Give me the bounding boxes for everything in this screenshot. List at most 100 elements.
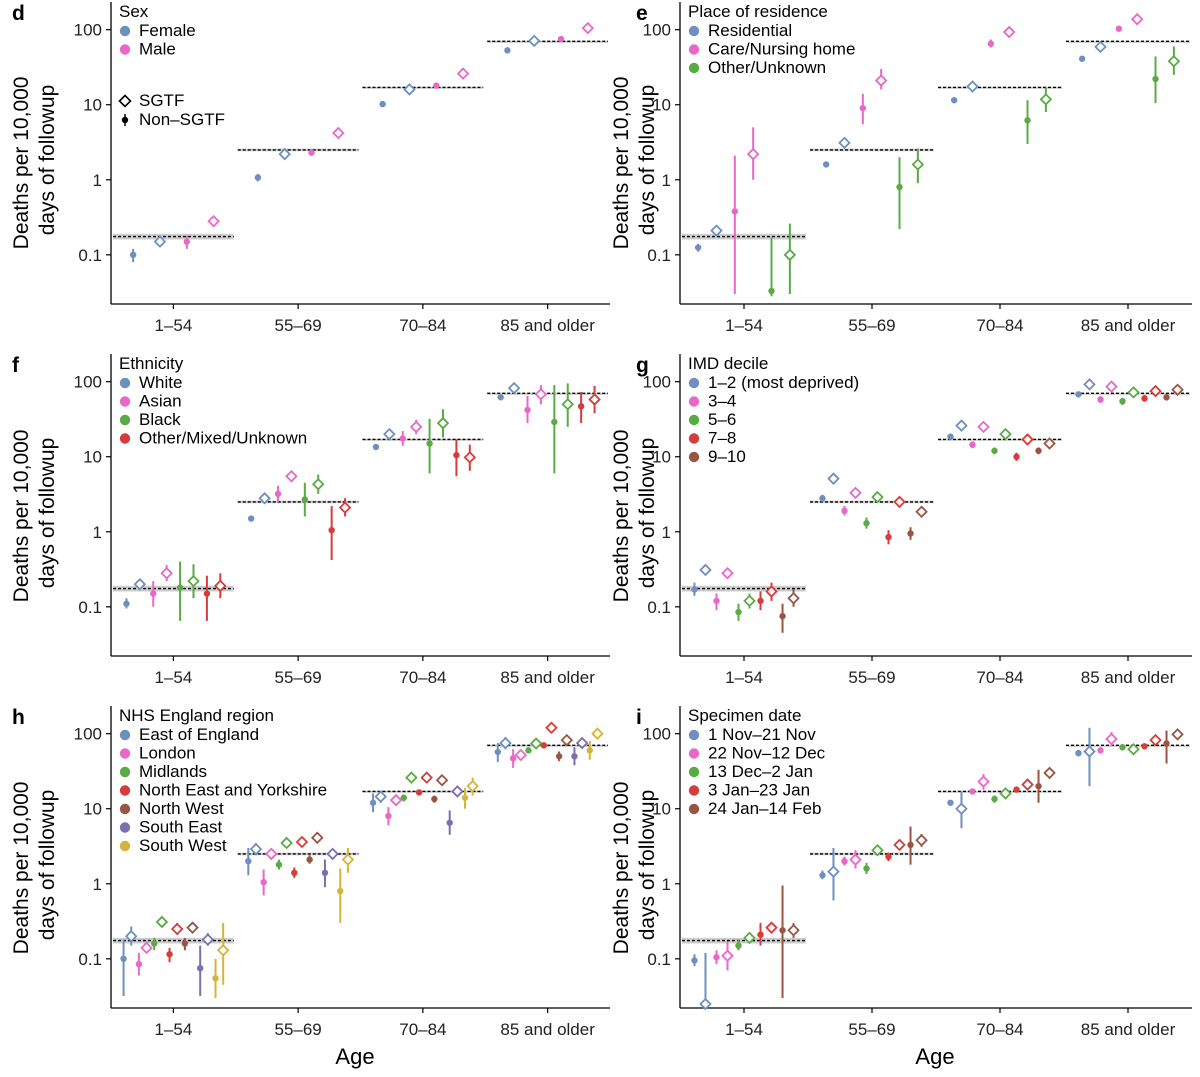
data-point-sgtf bbox=[534, 387, 548, 401]
data-point-nonsgtf bbox=[735, 608, 742, 616]
legend-swatch bbox=[688, 25, 700, 37]
x-tick-label: 1–54 bbox=[154, 316, 192, 335]
legend-title: Ethnicity bbox=[119, 354, 184, 373]
legend-label: 3–4 bbox=[708, 392, 736, 411]
legend-swatch bbox=[688, 377, 700, 389]
data-point-nonsgtf bbox=[274, 490, 282, 498]
data-point-sgtf bbox=[955, 419, 968, 432]
y-tick-label: 0.1 bbox=[647, 246, 671, 265]
legend-label: 5–6 bbox=[708, 410, 736, 429]
x-tick-label: 70–84 bbox=[399, 316, 446, 335]
data-point-sgtf bbox=[1127, 743, 1140, 756]
x-tick-label: 70–84 bbox=[976, 316, 1023, 335]
y-tick-label: 100 bbox=[643, 373, 671, 392]
y-tick-label: 100 bbox=[643, 21, 671, 40]
y-axis-label-line1: Deaths per 10,000 bbox=[610, 77, 633, 250]
data-point-sgtf bbox=[977, 775, 990, 788]
legend-swatch bbox=[119, 414, 131, 426]
legend-label: London bbox=[139, 744, 196, 763]
x-tick-label: 55–69 bbox=[274, 1020, 321, 1039]
data-point-nonsgtf bbox=[369, 799, 377, 806]
data-point-nonsgtf bbox=[577, 403, 585, 410]
data-point-nonsgtf bbox=[768, 287, 775, 295]
legend-label: Non–SGTF bbox=[139, 110, 225, 129]
legend-label: East of England bbox=[139, 725, 259, 744]
data-point-nonsgtf bbox=[1097, 747, 1104, 754]
data-point-nonsgtf bbox=[1141, 395, 1148, 402]
data-point-nonsgtf bbox=[540, 742, 547, 749]
y-axis-label-line2: days of followup bbox=[36, 85, 59, 236]
data-point-sgtf bbox=[1149, 384, 1162, 398]
y-axis-label-line1: Deaths per 10,000 bbox=[610, 430, 633, 603]
y-tick-label: 1 bbox=[93, 875, 102, 894]
data-point-nonsgtf bbox=[497, 394, 504, 401]
data-point-nonsgtf bbox=[176, 584, 184, 591]
data-point-sgtf bbox=[710, 224, 723, 237]
y-tick-label: 0.1 bbox=[78, 598, 102, 617]
data-point-nonsgtf bbox=[731, 208, 739, 215]
legend-sgtf-swatch bbox=[118, 94, 132, 108]
data-point-sgtf bbox=[1083, 378, 1096, 391]
data-point-sgtf bbox=[278, 147, 291, 161]
data-point-sgtf bbox=[311, 477, 325, 491]
data-point-nonsgtf bbox=[586, 747, 593, 754]
legend-label: 9–10 bbox=[708, 447, 746, 466]
data-point-sgtf bbox=[1149, 733, 1162, 747]
data-point-nonsgtf bbox=[415, 789, 423, 796]
data-point-nonsgtf bbox=[321, 869, 329, 877]
data-point-nonsgtf bbox=[1141, 743, 1148, 750]
data-point-nonsgtf bbox=[509, 755, 517, 762]
data-point-nonsgtf bbox=[504, 47, 511, 54]
data-point-sgtf bbox=[977, 420, 990, 434]
data-point-nonsgtf bbox=[379, 100, 386, 108]
data-point-sgtf bbox=[765, 585, 778, 598]
data-point-sgtf bbox=[1171, 728, 1184, 741]
data-point-sgtf bbox=[160, 566, 173, 580]
y-axis-label-line1: Deaths per 10,000 bbox=[10, 782, 33, 955]
data-point-nonsgtf bbox=[819, 872, 826, 879]
data-point-sgtf bbox=[133, 577, 147, 591]
data-point-sgtf bbox=[955, 802, 968, 816]
x-axis-label: Age bbox=[915, 1044, 954, 1069]
data-point-nonsgtf bbox=[969, 788, 976, 795]
data-point-sgtf bbox=[721, 566, 734, 580]
y-tick-label: 100 bbox=[643, 725, 671, 744]
panel-letter: d bbox=[12, 2, 25, 25]
data-point-nonsgtf bbox=[969, 441, 976, 448]
legend-label: Other/Mixed/Unknown bbox=[139, 429, 307, 448]
x-tick-label: 85 and older bbox=[500, 1020, 595, 1039]
data-point-nonsgtf bbox=[885, 533, 892, 541]
legend-swatch bbox=[688, 433, 700, 444]
data-point-nonsgtf bbox=[524, 406, 531, 414]
data-point-sgtf bbox=[915, 833, 928, 847]
data-point-sgtf bbox=[409, 420, 423, 434]
data-point-sgtf bbox=[403, 83, 416, 96]
data-point-sgtf bbox=[874, 74, 888, 87]
data-point-nonsgtf bbox=[385, 812, 392, 820]
legend-label: 22 Nov–12 Dec bbox=[708, 744, 826, 763]
data-point-sgtf bbox=[466, 779, 479, 793]
legend-title: NHS England region bbox=[119, 706, 274, 725]
legend-title: Specimen date bbox=[688, 706, 801, 725]
data-point-sgtf bbox=[1105, 380, 1118, 393]
legend-swatch bbox=[119, 729, 131, 741]
data-point-nonsgtf bbox=[426, 440, 433, 447]
y-axis-label-line1: Deaths per 10,000 bbox=[610, 782, 633, 955]
data-point-nonsgtf bbox=[571, 753, 578, 760]
data-point-sgtf bbox=[699, 563, 712, 577]
data-point-sgtf bbox=[1021, 778, 1034, 791]
data-point-sgtf bbox=[249, 842, 263, 856]
y-tick-label: 1 bbox=[662, 171, 671, 190]
legend-label: Other/Unknown bbox=[708, 58, 826, 77]
panel-f: f 0.1 1 10 100 1–54 55–69 70–84 85 and older Ethn… bbox=[12, 354, 610, 687]
legend-swatch bbox=[119, 840, 131, 852]
data-point-sgtf bbox=[999, 427, 1012, 441]
data-point-nonsgtf bbox=[247, 515, 255, 522]
data-point-nonsgtf bbox=[987, 40, 995, 47]
legend-swatch bbox=[119, 766, 131, 778]
x-tick-label: 55–69 bbox=[848, 668, 895, 687]
panel-letter: i bbox=[636, 706, 642, 729]
data-point-sgtf bbox=[581, 21, 595, 35]
legend-title: Place of residence bbox=[688, 2, 828, 21]
data-point-sgtf bbox=[871, 490, 884, 504]
